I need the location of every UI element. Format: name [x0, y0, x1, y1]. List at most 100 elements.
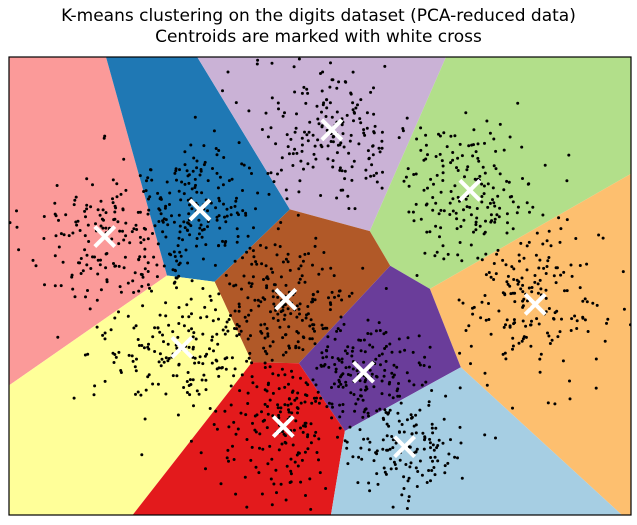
data-point — [406, 336, 410, 340]
data-point — [187, 222, 191, 226]
data-point — [476, 256, 480, 260]
data-point — [396, 387, 400, 391]
data-point — [394, 441, 398, 445]
data-point — [111, 178, 115, 182]
data-point — [516, 282, 520, 286]
data-point — [456, 456, 459, 460]
data-point — [177, 236, 181, 240]
data-point — [276, 172, 279, 176]
data-point — [405, 507, 409, 510]
data-point — [408, 465, 412, 469]
data-point — [185, 391, 189, 394]
data-point — [132, 227, 136, 231]
data-point — [418, 459, 422, 463]
data-point — [372, 385, 376, 389]
data-point — [245, 250, 249, 254]
data-point — [335, 329, 339, 333]
data-point — [234, 101, 238, 105]
data-point — [277, 107, 280, 111]
data-point — [442, 257, 446, 261]
data-point — [420, 473, 424, 477]
data-point — [104, 226, 108, 230]
data-point — [190, 279, 194, 283]
data-point — [386, 448, 390, 452]
data-point — [502, 148, 506, 152]
chart-title: K-means clustering on the digits dataset… — [61, 6, 576, 26]
data-point — [283, 403, 287, 407]
data-point — [311, 327, 315, 331]
data-point — [306, 312, 310, 316]
data-point — [595, 303, 599, 307]
data-point — [214, 409, 218, 413]
data-point — [282, 317, 286, 321]
data-point — [471, 154, 475, 158]
data-point — [492, 164, 496, 168]
data-point — [251, 249, 255, 253]
data-point — [583, 297, 587, 301]
data-point — [433, 473, 437, 477]
data-point — [176, 413, 180, 417]
data-point — [197, 232, 201, 236]
data-point — [408, 445, 412, 449]
data-point — [539, 352, 543, 356]
data-point — [460, 259, 464, 263]
data-point — [329, 140, 333, 143]
data-point — [296, 411, 299, 415]
data-point — [79, 272, 83, 275]
data-point — [481, 165, 485, 169]
data-point — [215, 171, 219, 175]
data-point — [289, 137, 293, 141]
data-point — [182, 386, 186, 389]
data-point — [217, 244, 221, 247]
data-point — [236, 427, 240, 431]
data-point — [167, 323, 171, 327]
data-point — [591, 301, 595, 305]
data-point — [432, 466, 436, 469]
data-point — [71, 231, 75, 235]
data-point — [325, 405, 329, 409]
data-point — [232, 284, 236, 288]
data-point — [407, 184, 411, 188]
data-point — [265, 284, 269, 288]
data-point — [217, 374, 221, 378]
data-point — [254, 465, 258, 469]
data-point — [215, 218, 219, 222]
data-point — [83, 234, 87, 238]
data-point — [147, 342, 150, 346]
region-cluster-8 — [298, 265, 461, 431]
data-point — [150, 289, 153, 293]
data-point — [262, 346, 266, 350]
data-point — [521, 290, 525, 294]
centroid-cross-icon — [393, 435, 417, 459]
data-point — [275, 253, 279, 257]
data-point — [539, 287, 543, 291]
data-point — [266, 462, 270, 466]
data-point — [472, 230, 475, 234]
data-point — [606, 317, 610, 321]
data-point — [276, 403, 280, 407]
data-point — [375, 171, 378, 175]
data-point — [332, 274, 336, 278]
data-point — [414, 423, 418, 427]
data-point — [132, 291, 136, 294]
data-point — [379, 363, 382, 367]
data-point — [198, 355, 202, 359]
data-point — [53, 284, 57, 288]
data-point — [380, 130, 384, 134]
data-point — [211, 319, 215, 323]
data-point — [99, 224, 103, 228]
data-point — [320, 351, 324, 355]
data-point — [434, 201, 438, 205]
data-point — [398, 394, 402, 398]
data-point — [178, 261, 182, 265]
data-point — [210, 335, 214, 339]
data-point — [295, 304, 299, 308]
data-point — [382, 466, 386, 470]
data-point — [259, 243, 262, 247]
data-point — [565, 289, 569, 293]
data-point — [323, 363, 327, 366]
data-point — [199, 451, 203, 455]
data-point — [337, 378, 341, 382]
data-point — [482, 184, 486, 188]
data-point — [279, 482, 283, 486]
